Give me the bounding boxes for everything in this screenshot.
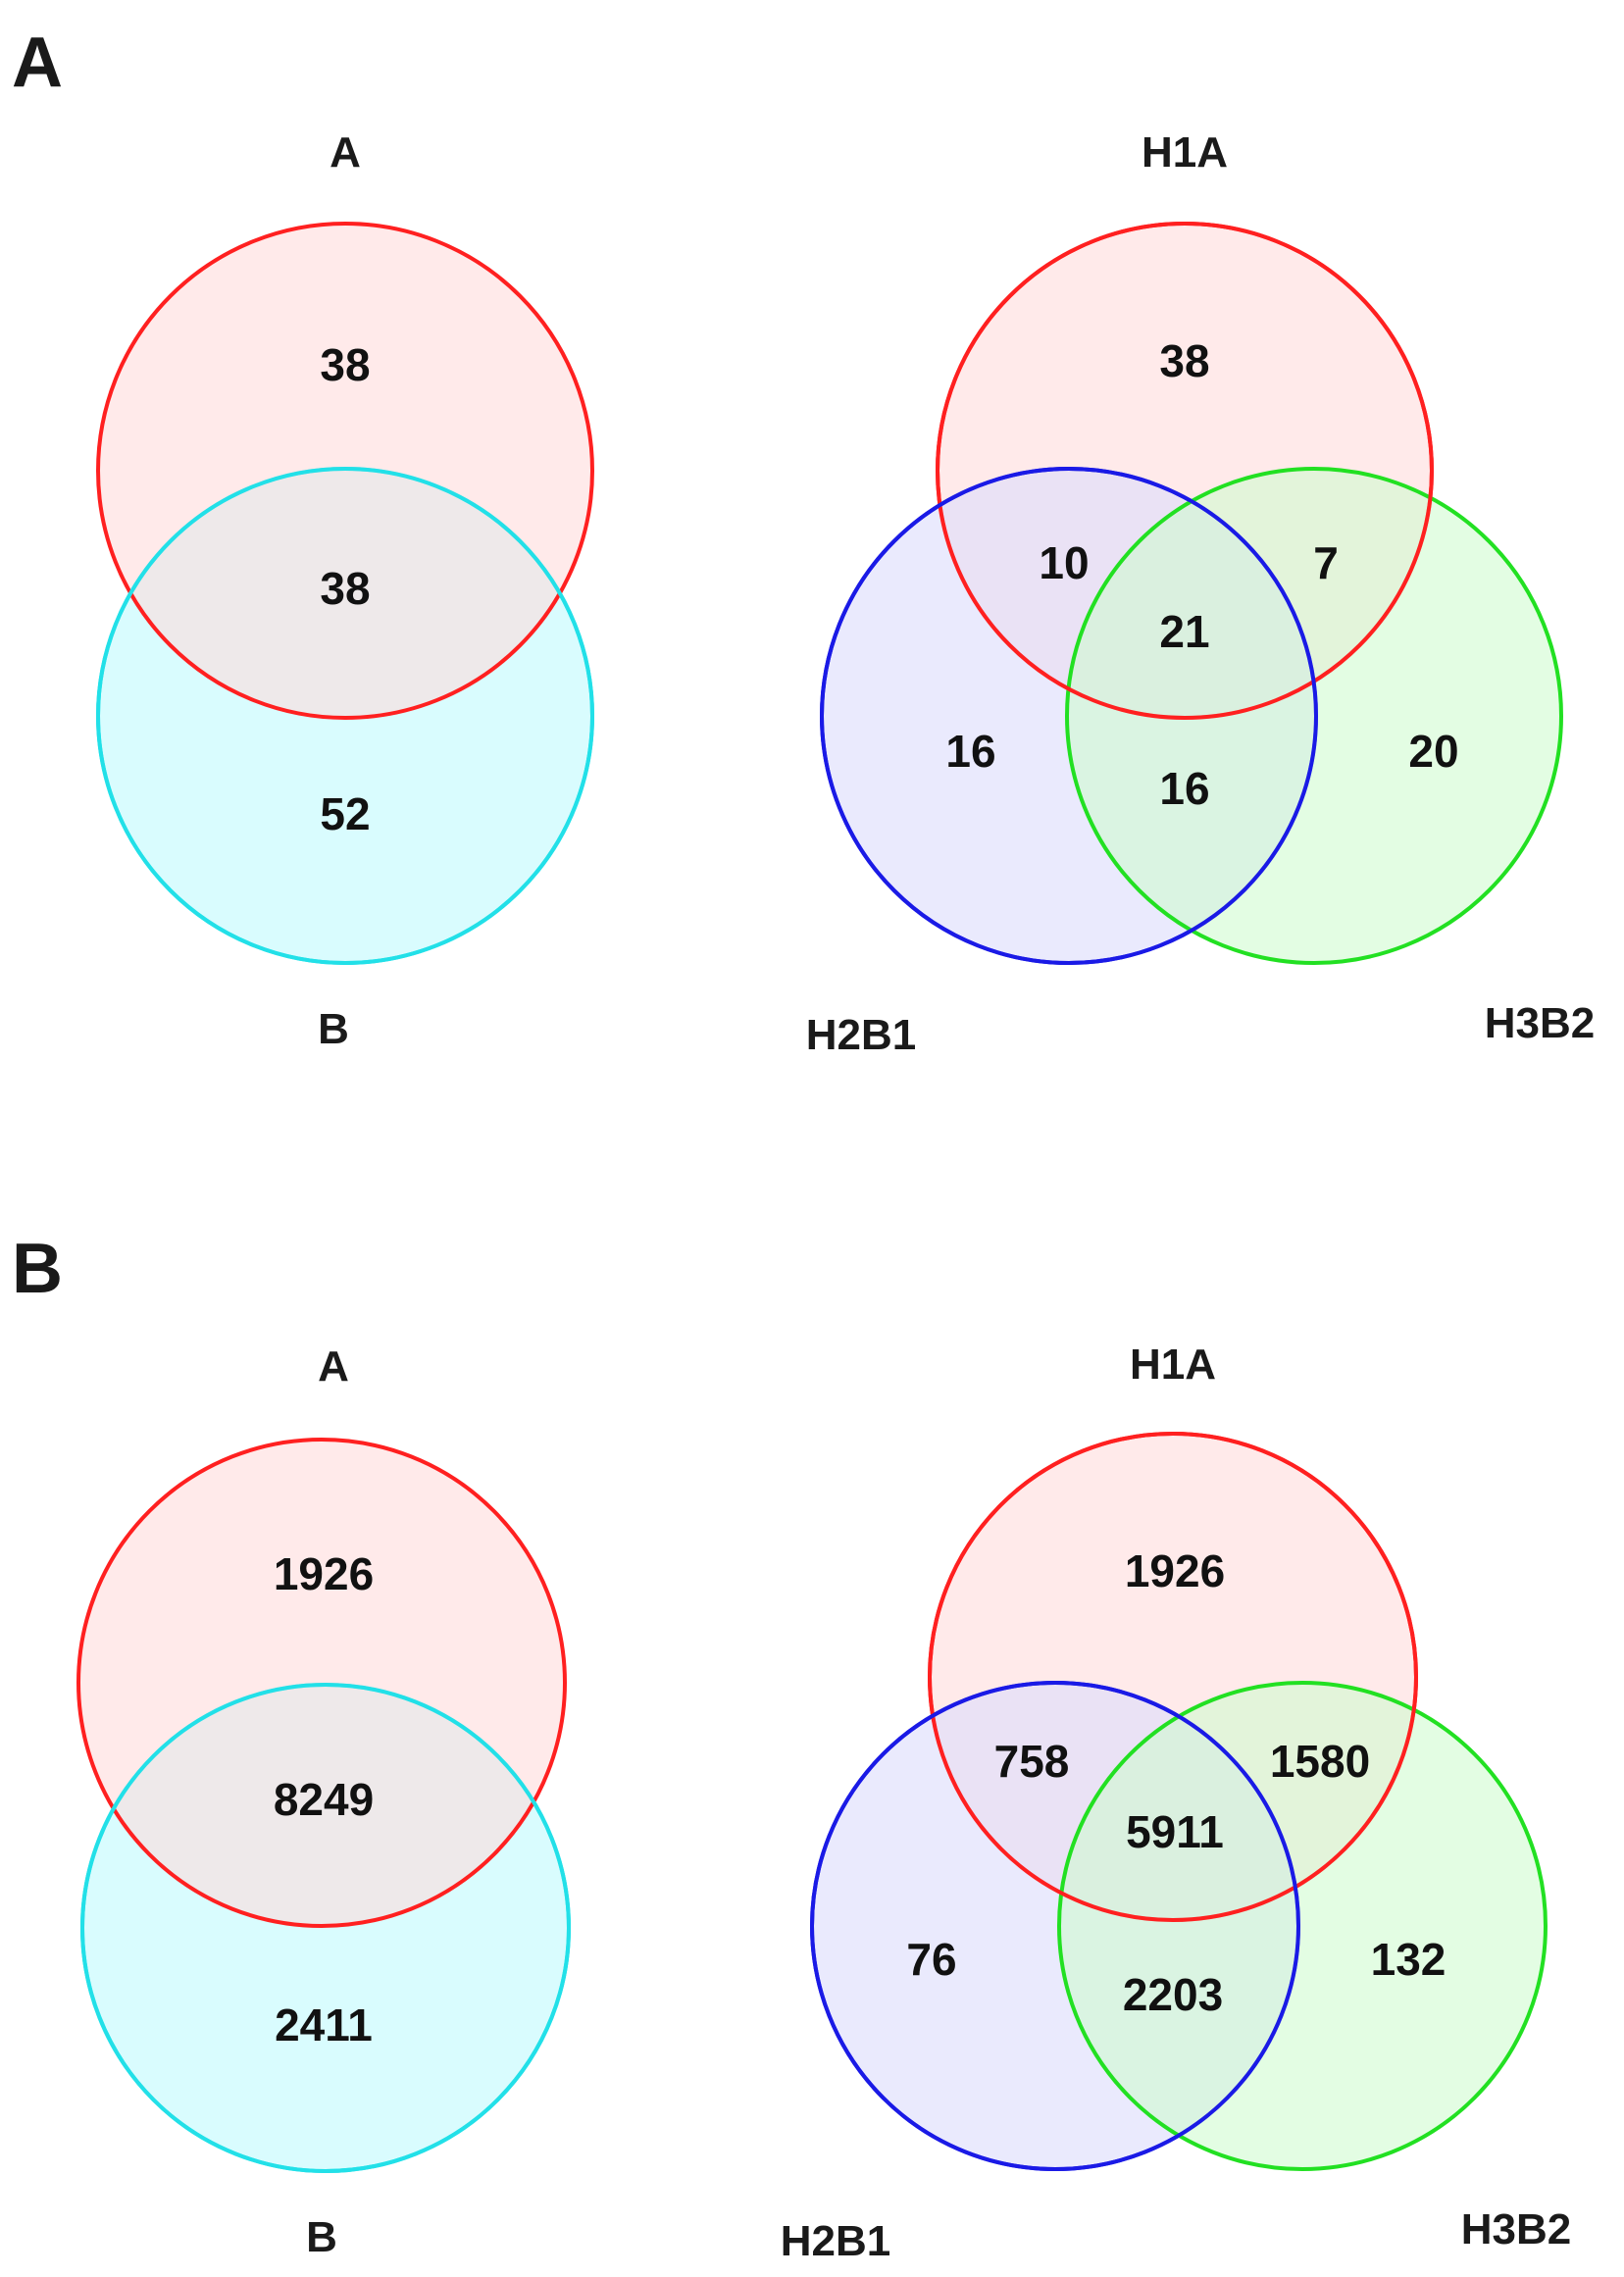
- panel-a-count-h3b2-only: 20: [1408, 726, 1458, 777]
- panel-b-count-h2b1-h3b2: 2203: [1123, 1969, 1223, 2020]
- panel-b-label-a: A: [318, 1342, 349, 1391]
- panel-b-circle-h3b2: [1057, 1681, 1548, 2171]
- panel-a-label-h3b2: H3B2: [1485, 999, 1596, 1047]
- panel-a-label-h1a: H1A: [1142, 128, 1228, 177]
- panel-a-count-h1a-only: 38: [1159, 335, 1209, 386]
- panel-b-count-overlap: 8249: [274, 1774, 374, 1825]
- panel-a-count-b-only: 52: [320, 788, 370, 839]
- panel-b-circle-a: [76, 1438, 567, 1928]
- panel-b-count-h1a-h2b1: 758: [994, 1736, 1070, 1787]
- panel-b-count-h2b1-only: 76: [906, 1934, 956, 1985]
- panel-a-count-h2b1-only: 16: [945, 726, 995, 777]
- panel-a-three-way-venn: H1A 38 10 7 21 16 16 20 H2B1 H3B2: [806, 128, 1596, 1059]
- panel-a-count-h1a-h3b2: 7: [1313, 537, 1339, 588]
- panel-b-two-way-venn: A 1926 8249 2411 B: [76, 1342, 571, 2261]
- panel-b-count-h1a-only: 1926: [1125, 1545, 1225, 1596]
- panel-a-count-all-three: 21: [1159, 606, 1209, 657]
- panel-b-circle-h2b1-outline: [810, 1681, 1300, 2171]
- panel-b-count-b-only: 2411: [275, 1999, 373, 2050]
- panel-a-circle-b-outline: [96, 467, 594, 965]
- panel-b-count-h1a-h3b2: 1580: [1270, 1736, 1370, 1787]
- panel-a-count-h2b1-h3b2: 16: [1159, 763, 1209, 814]
- panel-a-letter: A: [12, 24, 63, 102]
- panel-a-count-h1a-h2b1: 10: [1039, 537, 1089, 588]
- panel-a-label-a: A: [330, 128, 361, 177]
- panel-b-count-h3b2-only: 132: [1371, 1934, 1446, 1985]
- panel-b-label-h2b1: H2B1: [781, 2217, 891, 2265]
- panel-a-two-way-venn: A 38 38 52 B: [96, 128, 594, 1053]
- panel-a-label-h2b1: H2B1: [806, 1011, 917, 1059]
- panel-b-three-way-venn: H1A 1926 758 1580 5911 76 2203 132 H2B1 …: [781, 1341, 1572, 2265]
- panel-a-circle-h2b1-outline: [820, 467, 1318, 965]
- panel-a: A A 38 38 52 B H1A 38 10 7 21 16 16 20: [12, 24, 1595, 1059]
- panel-b-label-h1a: H1A: [1130, 1341, 1216, 1389]
- panel-b-circle-h1a-outline: [928, 1432, 1418, 1922]
- panel-b: B A 1926 8249 2411 B H1A 1926 758 1580 5…: [12, 1230, 1571, 2265]
- panel-a-count-overlap: 38: [320, 563, 370, 614]
- panel-a-label-b: B: [318, 1005, 349, 1053]
- panel-a-circle-h1a-outline: [936, 222, 1434, 720]
- panel-b-count-a-only: 1926: [274, 1548, 374, 1599]
- panel-b-letter: B: [12, 1230, 63, 1308]
- panel-b-label-b: B: [306, 2213, 337, 2261]
- panel-b-label-h3b2: H3B2: [1461, 2205, 1572, 2253]
- panel-b-count-all-three: 5911: [1126, 1806, 1224, 1857]
- panel-a-count-a-only: 38: [320, 339, 370, 390]
- panel-b-circle-b-outline: [80, 1683, 571, 2173]
